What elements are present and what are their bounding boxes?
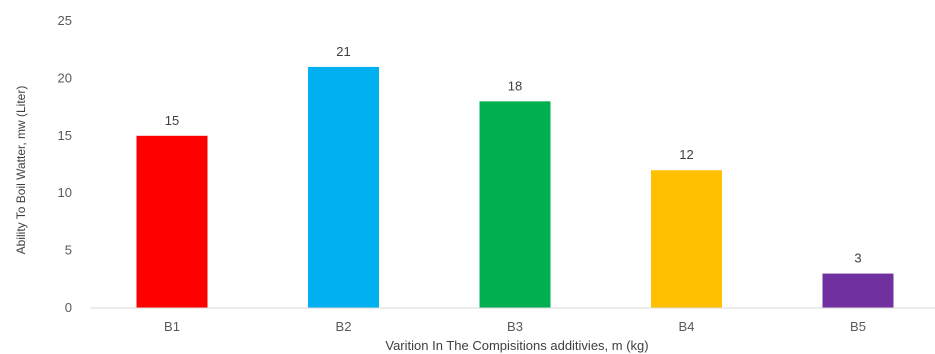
bar-b1 [136,135,208,308]
x-tick-label-b5: B5 [850,319,866,334]
data-label-b4: 12 [679,147,693,162]
y-tick-label: 5 [65,243,72,258]
y-tick-label: 0 [65,300,72,315]
x-axis-title: Varition In The Compisitions additivies,… [385,338,648,353]
bar-b2 [308,66,379,308]
x-tick-label-b4: B4 [679,319,695,334]
x-axis-ticks: B1 B2 B3 B4 B5 [164,319,866,334]
y-tick-label: 10 [58,185,72,200]
x-tick-label-b1: B1 [164,319,180,334]
y-tick-label: 20 [58,70,72,85]
y-axis-ticks: 0 5 10 15 20 25 [58,13,72,315]
bar-b5 [822,273,894,308]
data-label-b5: 3 [854,251,861,266]
y-axis-title: Ability To Boil Watter, mw (Liter) [14,86,28,255]
data-label-b2: 21 [336,44,350,59]
x-tick-label-b3: B3 [507,319,523,334]
bars [136,66,894,308]
data-label-b3: 18 [508,78,522,93]
bar-b3 [479,101,551,308]
y-tick-label: 15 [58,128,72,143]
data-label-b1: 15 [165,113,179,128]
x-tick-label-b2: B2 [336,319,352,334]
bar-b4 [651,170,722,308]
data-labels: 15 21 18 12 3 [165,44,862,266]
y-tick-label: 25 [58,13,72,28]
